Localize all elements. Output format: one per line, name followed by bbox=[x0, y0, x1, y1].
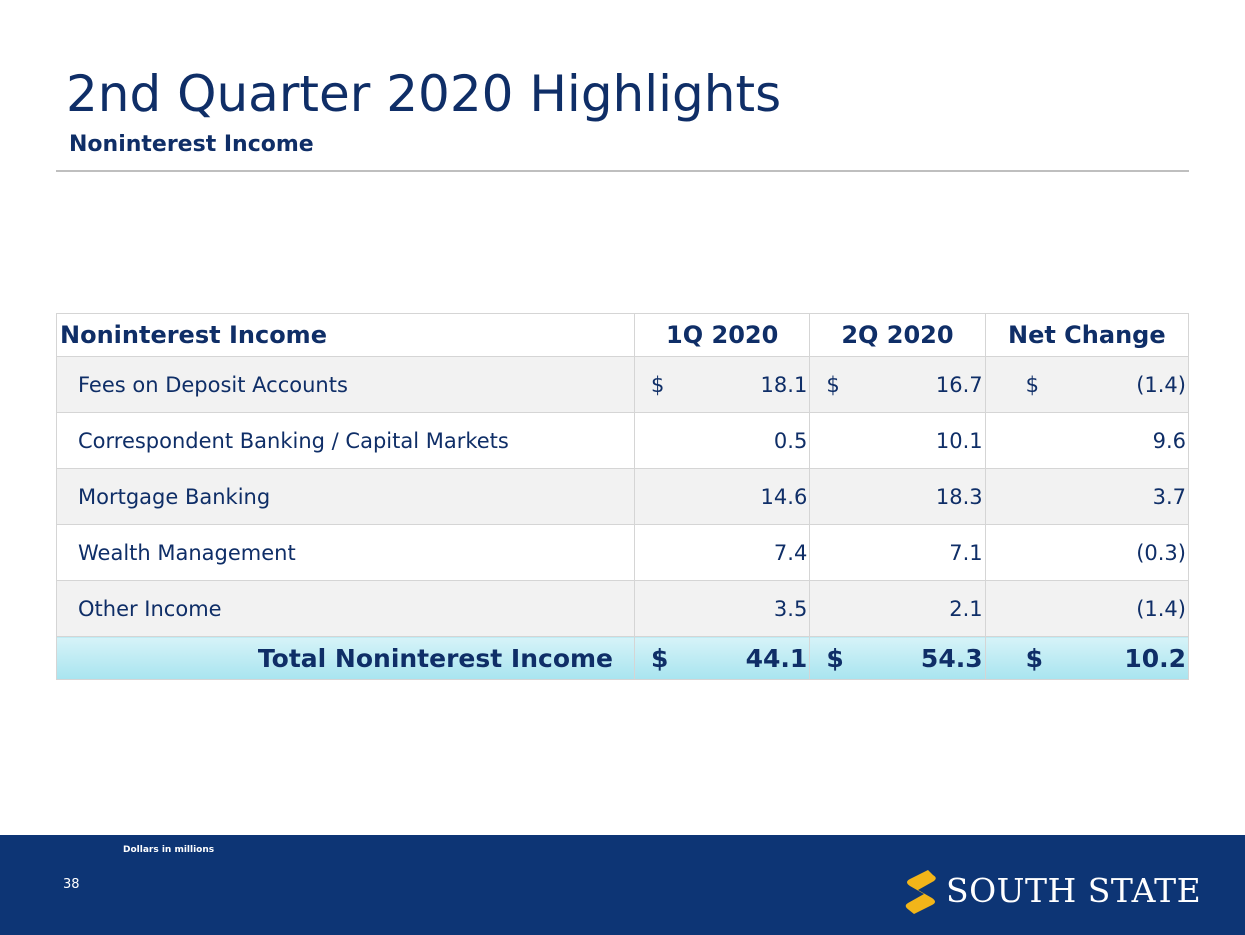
cell-1q2020: 7.4 bbox=[634, 524, 811, 581]
page-number: 38 bbox=[63, 877, 80, 892]
brand-name: SOUTH STATE bbox=[946, 871, 1202, 910]
south-state-s-icon bbox=[905, 870, 936, 914]
cell-2q2020: 18.3 bbox=[809, 468, 986, 525]
value: 0.5 bbox=[773, 428, 808, 453]
cell-1q2020: $18.1 bbox=[634, 356, 811, 413]
value: (1.4) bbox=[1136, 372, 1186, 397]
total-1q2020: $44.1 bbox=[634, 636, 811, 680]
value: 3.7 bbox=[1152, 484, 1186, 509]
total-net-change: $10.2 bbox=[984, 636, 1190, 680]
value: 44.1 bbox=[745, 643, 808, 673]
row-label: Fees on Deposit Accounts bbox=[55, 356, 636, 413]
table-row: Fees on Deposit Accounts $18.1 $16.7 $ (1… bbox=[55, 356, 1190, 413]
cell-2q2020: 10.1 bbox=[809, 412, 986, 469]
cell-1q2020: 14.6 bbox=[634, 468, 811, 525]
footer-bar: Dollars in millions 38 SOUTH STATE bbox=[0, 835, 1245, 935]
table-row: Correspondent Banking / Capital Markets … bbox=[55, 412, 1190, 469]
currency-symbol: $ bbox=[826, 643, 844, 673]
currency-symbol: $ bbox=[651, 372, 665, 397]
cell-2q2020: $16.7 bbox=[809, 356, 986, 413]
footnote: Dollars in millions bbox=[123, 845, 215, 855]
cell-1q2020: 3.5 bbox=[634, 580, 811, 637]
value: 3.5 bbox=[773, 596, 808, 621]
value: 14.6 bbox=[760, 484, 808, 509]
slide-title: 2nd Quarter 2020 Highlights bbox=[66, 65, 782, 123]
value: 54.3 bbox=[920, 643, 983, 673]
cell-net-change: 3.7 bbox=[984, 468, 1190, 525]
row-label: Other Income bbox=[55, 580, 636, 637]
table-row: Other Income 3.5 2.1 (1.4) bbox=[55, 580, 1190, 637]
currency-symbol: $ bbox=[826, 372, 840, 397]
value: 10.2 bbox=[1124, 643, 1186, 673]
column-header-net-change: Net Change bbox=[984, 313, 1190, 357]
value: 9.6 bbox=[1152, 428, 1186, 453]
cell-net-change: (1.4) bbox=[984, 580, 1190, 637]
slide-subtitle: Noninterest Income bbox=[69, 132, 314, 157]
table-row: Wealth Management 7.4 7.1 (0.3) bbox=[55, 524, 1190, 581]
value: 18.1 bbox=[760, 372, 808, 397]
row-label: Correspondent Banking / Capital Markets bbox=[55, 412, 636, 469]
brand-logo: SOUTH STATE bbox=[900, 865, 1202, 921]
cell-2q2020: 7.1 bbox=[809, 524, 986, 581]
total-label: Total Noninterest Income bbox=[55, 636, 636, 680]
column-header-2q2020: 2Q 2020 bbox=[809, 313, 986, 357]
value: (1.4) bbox=[1136, 596, 1186, 621]
column-header-1q2020: 1Q 2020 bbox=[634, 313, 811, 357]
cell-2q2020: 2.1 bbox=[809, 580, 986, 637]
row-label: Wealth Management bbox=[55, 524, 636, 581]
cell-1q2020: 0.5 bbox=[634, 412, 811, 469]
title-divider bbox=[56, 170, 1189, 172]
value: 2.1 bbox=[949, 596, 983, 621]
currency-symbol: $ bbox=[1025, 372, 1039, 397]
value: 7.1 bbox=[949, 540, 983, 565]
column-header-category: Noninterest Income bbox=[55, 313, 636, 357]
cell-net-change: (0.3) bbox=[984, 524, 1190, 581]
value: (0.3) bbox=[1136, 540, 1186, 565]
table-header-row: Noninterest Income 1Q 2020 2Q 2020 Net C… bbox=[55, 313, 1190, 357]
value: 7.4 bbox=[773, 540, 808, 565]
currency-symbol: $ bbox=[651, 643, 669, 673]
table-row: Mortgage Banking 14.6 18.3 3.7 bbox=[55, 468, 1190, 525]
total-row: Total Noninterest Income $44.1 $54.3 $10… bbox=[55, 636, 1190, 680]
cell-net-change: $ (1.4) bbox=[984, 356, 1190, 413]
value: 16.7 bbox=[935, 372, 983, 397]
value: 18.3 bbox=[935, 484, 983, 509]
noninterest-income-table: Noninterest Income 1Q 2020 2Q 2020 Net C… bbox=[55, 313, 1190, 680]
value: 10.1 bbox=[935, 428, 983, 453]
row-label: Mortgage Banking bbox=[55, 468, 636, 525]
total-2q2020: $54.3 bbox=[809, 636, 986, 680]
currency-symbol: $ bbox=[1025, 643, 1044, 673]
cell-net-change: 9.6 bbox=[984, 412, 1190, 469]
